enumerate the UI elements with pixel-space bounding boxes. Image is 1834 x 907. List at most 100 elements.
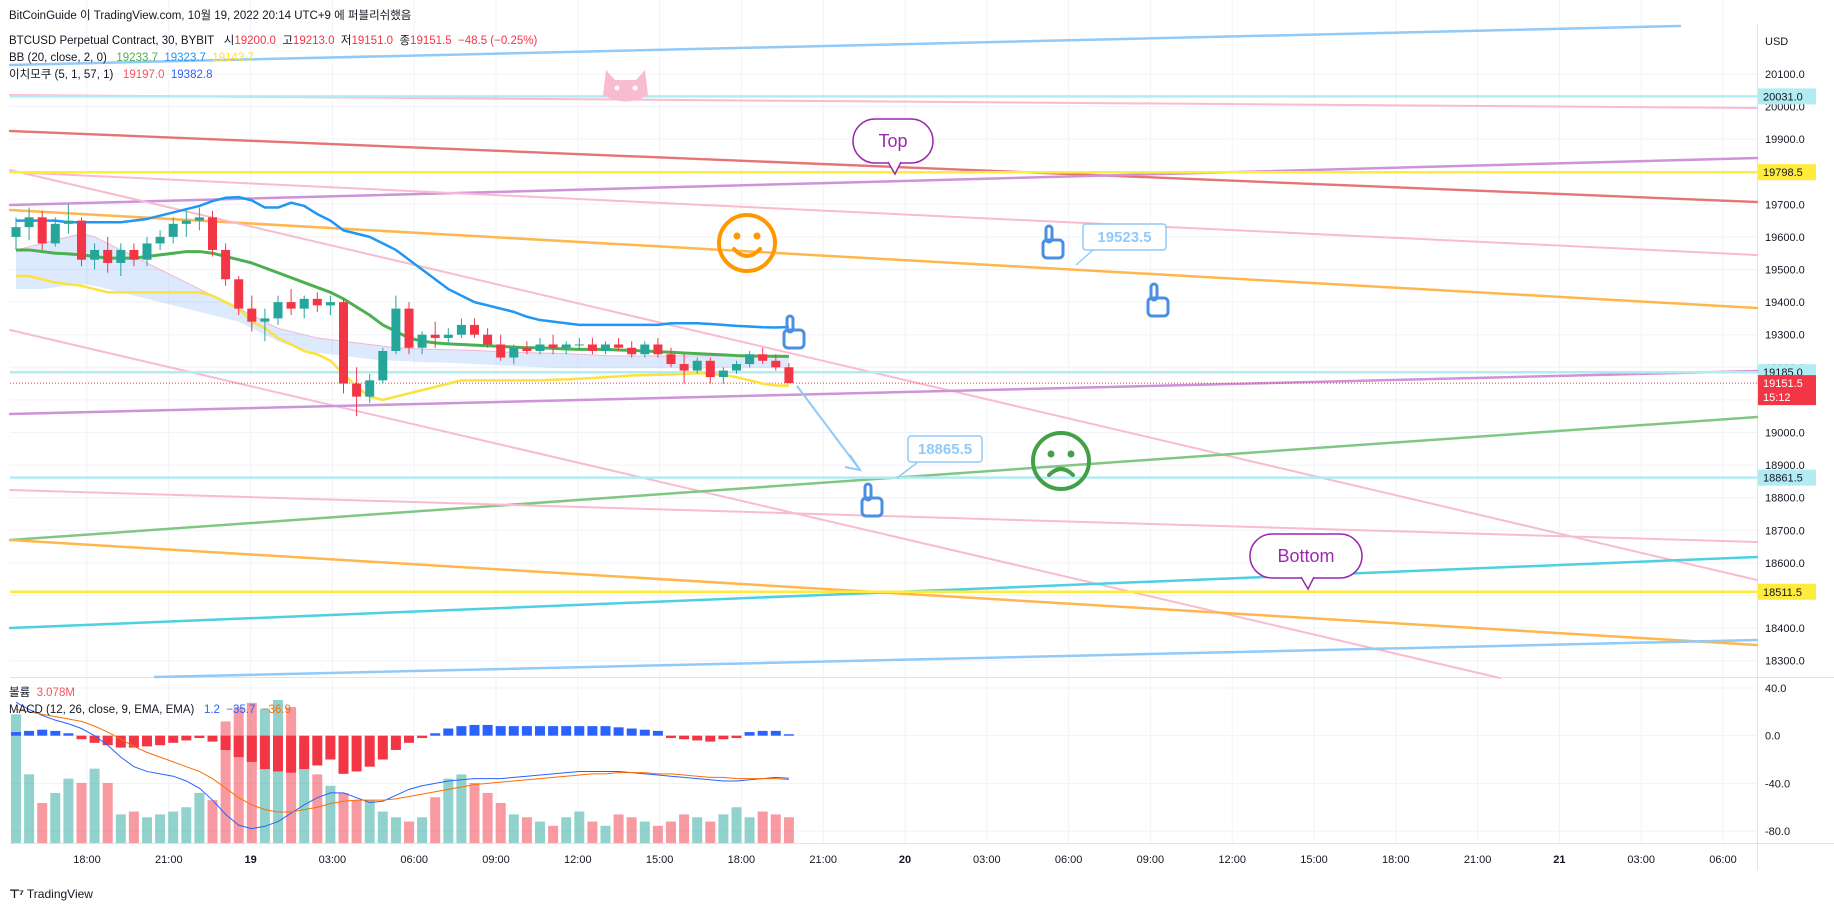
volume-bar: [521, 817, 532, 843]
macd-histogram-bar: [24, 730, 35, 736]
smiley-face-icon-outline: [717, 213, 777, 273]
macd-signal-line: [15, 708, 789, 813]
volume-bar: [469, 782, 480, 843]
price-tick-label: 18900.0: [1765, 460, 1805, 472]
bottom-bubble-text: Bottom: [1277, 546, 1334, 566]
price-badge: [1758, 583, 1816, 600]
candle-body: [732, 364, 741, 371]
candle-body: [37, 217, 47, 244]
low-value: 19151.0: [351, 35, 394, 47]
candle-body: [758, 354, 768, 361]
ichimoku-cloud: [16, 233, 789, 369]
macd-histogram-bar: [194, 735, 205, 739]
volume-bar: [194, 792, 205, 843]
volume-bar: [731, 807, 742, 843]
macd-histogram-bar: [574, 726, 585, 736]
volume-bar: [246, 702, 257, 843]
trendline: [8, 156, 1759, 207]
candle-body: [653, 344, 663, 355]
cat-eye: [614, 85, 620, 91]
candle-body: [509, 347, 519, 358]
volume-legend-row[interactable]: 볼륨 3.078M: [9, 686, 75, 700]
volume-bar: [626, 817, 637, 843]
candle-body: [417, 334, 427, 348]
macd-histogram-bar: [744, 732, 755, 736]
macd-label: MACD (12, 26, close, 9, EMA, EMA): [9, 704, 195, 716]
candle-body: [24, 217, 34, 228]
pointing-hand-icon: [1041, 224, 1065, 260]
time-tick-label: 12:00: [1218, 854, 1246, 866]
trendline: [9, 489, 1758, 543]
bb-basis-value: 19233.7: [116, 52, 158, 64]
volume-bar: [286, 707, 297, 843]
candle-body: [77, 220, 86, 260]
volume-bar: [692, 817, 703, 843]
time-tick-label: 06:00: [1055, 854, 1083, 866]
volume-bar: [63, 778, 74, 843]
macd-histogram-bar: [220, 735, 231, 750]
cat-face-icon: [603, 70, 648, 102]
price-badge-text: 19798.5: [1763, 167, 1803, 179]
smiley-face-icon-eye: [753, 232, 761, 240]
candle-body: [90, 249, 100, 260]
tradingview-brand[interactable]: ⊤⁷ TradingView: [9, 887, 93, 901]
open-label: 시: [223, 35, 235, 47]
candle-body: [11, 227, 21, 237]
macd-histogram-bar: [548, 726, 559, 736]
annotation-arrowhead: [844, 454, 863, 472]
macd-histogram-bar: [521, 726, 532, 736]
pointing-hand-icon-finger: [1149, 282, 1159, 302]
ichimoku-legend-row[interactable]: 이치모쿠 (5, 1, 57, 1) 19197.0 19382.8: [9, 68, 212, 82]
candle-body: [286, 302, 296, 309]
ichimoku-a-value: 19197.0: [122, 69, 165, 81]
candle-body: [247, 308, 257, 322]
time-tick-label: 21:00: [155, 854, 183, 866]
candle-body: [325, 302, 335, 306]
volume-bar: [155, 814, 166, 843]
bb-upper-line: [16, 195, 789, 329]
callout-19523-text: 19523.5: [1097, 229, 1151, 246]
macd-histogram-bar: [286, 735, 297, 773]
volume-bar: [666, 821, 676, 843]
macd-histogram-bar: [692, 735, 703, 741]
bb-legend-row[interactable]: BB (20, close, 2, 0) 19233.7 19323.7 191…: [9, 51, 254, 65]
volume-bar: [770, 814, 781, 843]
macd-histogram-bar: [666, 735, 676, 739]
time-tick-label: 21:00: [809, 854, 837, 866]
low-label: 저: [340, 35, 352, 47]
price-tick-label: 20100.0: [1765, 69, 1805, 81]
volume-bar: [430, 797, 441, 843]
time-tick-label: 09:00: [1137, 854, 1165, 866]
price-tick-label: 19900.0: [1765, 134, 1805, 146]
time-tick-label: 06:00: [1709, 854, 1737, 866]
high-label: 고: [282, 35, 293, 47]
volume-bar: [338, 792, 349, 843]
price-tick-label: 20000.0: [1765, 102, 1805, 114]
volume-bar: [37, 802, 48, 843]
macd-histogram-bar: [613, 727, 624, 736]
candle-body: [168, 223, 178, 237]
candle-body: [404, 308, 414, 348]
callout-18865-box: [907, 435, 983, 463]
currency-label: USD: [1765, 36, 1788, 48]
time-tick-label: 18:00: [1382, 854, 1410, 866]
volume-bar: [299, 742, 310, 843]
volume-bar: [89, 768, 100, 843]
candle-body: [745, 354, 755, 365]
pointing-hand-icon: [860, 482, 884, 518]
bb-label: BB (20, close, 2, 0): [9, 52, 107, 64]
callout-18865-text: 18865.5: [918, 441, 972, 458]
macd-histogram-bar: [757, 730, 768, 736]
volume-bar: [115, 814, 126, 843]
price-tick-label: 19700.0: [1765, 199, 1805, 211]
macd-histogram-bar: [495, 726, 506, 736]
volume-bar: [325, 785, 336, 843]
candle-body: [587, 344, 597, 351]
macd-legend-row[interactable]: MACD (12, 26, close, 9, EMA, EMA) 1.2 −3…: [9, 703, 291, 717]
macd-histogram-bar: [731, 735, 742, 739]
cat-head: [603, 70, 648, 102]
candle-body: [129, 249, 139, 260]
volume-bar: [312, 774, 323, 843]
price-tick-label: 19400.0: [1765, 297, 1805, 309]
